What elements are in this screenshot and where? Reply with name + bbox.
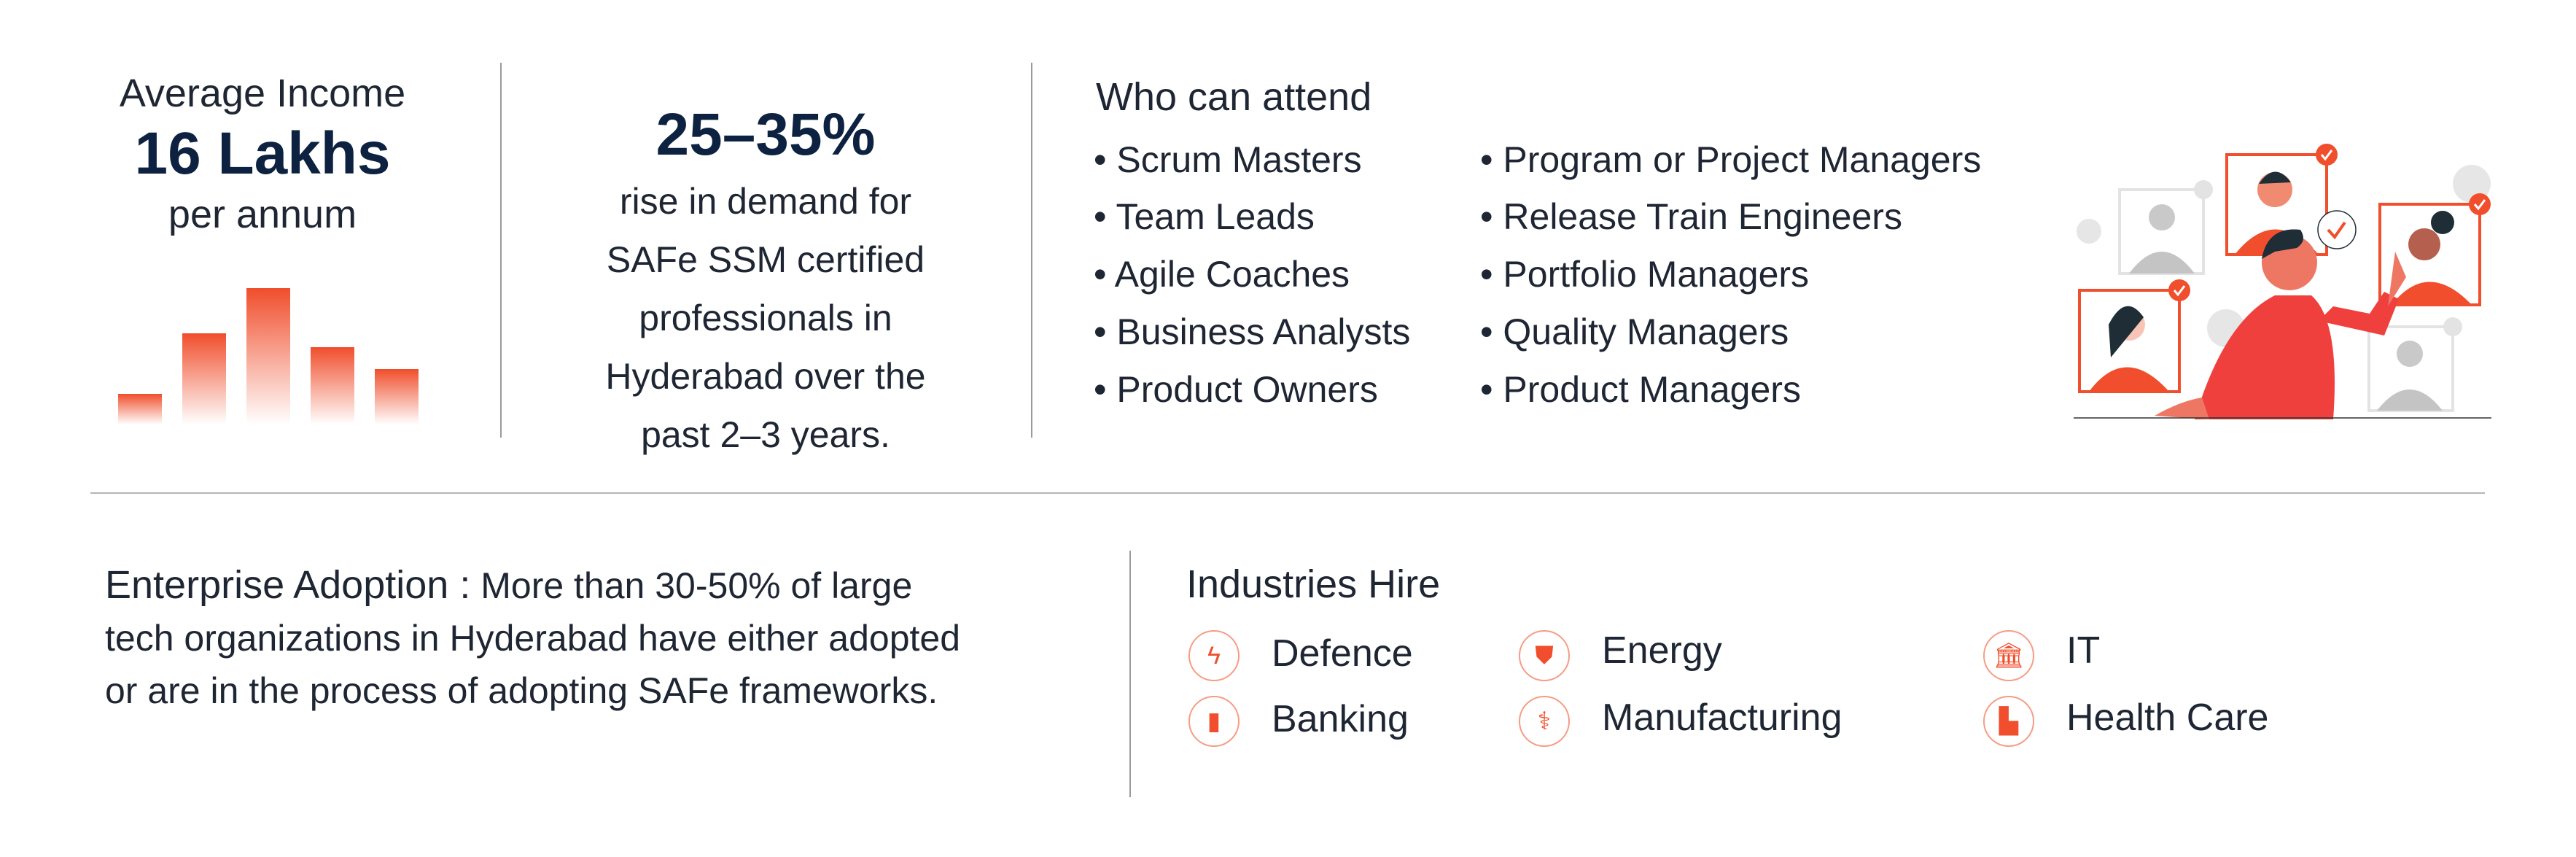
enterprise-line: or are in the process of adopting SAFe f…: [105, 670, 938, 711]
divider: [1129, 551, 1131, 797]
attend-item-label: Quality Managers: [1503, 311, 1789, 352]
attend-item: • Scrum Masters: [1094, 139, 1362, 180]
building-icon: 🏛: [1983, 630, 2034, 681]
industry-it: IT: [2066, 629, 2101, 672]
checkmark-bubble-icon: [2317, 210, 2357, 249]
demand-line: Hyderabad over the: [605, 356, 926, 397]
industry-health-care: Health Care: [2066, 697, 2269, 739]
attend-item-label: Product Owners: [1116, 369, 1378, 410]
factory-icon: ▙: [1983, 696, 2034, 747]
demand-text: rise in demand for SAFe SSM certified pr…: [540, 172, 992, 464]
selected-profile-card: [2078, 279, 2190, 393]
demand-line: SAFe SSM certified: [606, 239, 925, 280]
attend-item-label: Product Managers: [1503, 369, 1801, 410]
demand-line: rise in demand for: [619, 181, 912, 222]
gray-profile-card: [2367, 317, 2462, 412]
lightning-icon: ϟ: [1188, 630, 1240, 681]
team-selection-illustration: [2074, 144, 2491, 419]
income-bar: [311, 347, 354, 424]
mouse-icon: ▮: [1188, 696, 1240, 747]
attend-item-label: Scrum Masters: [1116, 139, 1362, 180]
income-label: Average Income: [119, 71, 406, 115]
gray-profile-card: [2118, 180, 2213, 275]
income-bar-graphic: [109, 270, 430, 424]
attend-item: • Quality Managers: [1480, 311, 1789, 352]
enterprise-adoption: Enterprise Adoption : More than 30-50% o…: [105, 559, 1111, 717]
enterprise-label: Enterprise Adoption :: [105, 563, 471, 607]
attend-item-label: Business Analysts: [1116, 311, 1411, 352]
attend-item-label: Portfolio Managers: [1503, 254, 1810, 295]
section-divider: [90, 492, 2485, 494]
attend-item: • Product Owners: [1094, 369, 1378, 410]
demand-line: past 2–3 years.: [641, 414, 890, 455]
attend-item: • Program or Project Managers: [1480, 139, 1982, 180]
industry-banking: Banking: [1272, 698, 1409, 740]
divider: [1031, 63, 1032, 438]
income-value: 16 Lakhs: [134, 120, 391, 187]
demand-value: 25–35%: [655, 101, 876, 168]
industry-manufacturing: Manufacturing: [1602, 697, 1842, 739]
demand-line: professionals in: [639, 298, 892, 338]
attend-title: Who can attend: [1096, 75, 1372, 119]
attend-item-label: Release Train Engineers: [1503, 196, 1902, 237]
attend-item-label: Program or Project Managers: [1503, 139, 1982, 180]
income-bar: [375, 368, 419, 424]
attend-item: • Team Leads: [1094, 196, 1315, 237]
enterprise-line: tech organizations in Hyderabad have eit…: [105, 618, 961, 659]
attend-item: • Business Analysts: [1094, 311, 1411, 352]
industries-title: Industries Hire: [1186, 562, 1441, 606]
attend-item: • Release Train Engineers: [1480, 196, 1902, 237]
shield-icon: ⛊: [1519, 630, 1570, 681]
attend-item: • Agile Coaches: [1094, 254, 1350, 295]
attend-item: • Product Managers: [1480, 369, 1801, 410]
attend-item-label: Team Leads: [1116, 196, 1315, 237]
stethoscope-icon: ⚕: [1519, 696, 1570, 747]
attend-item: • Portfolio Managers: [1480, 254, 1810, 295]
divider: [500, 63, 502, 438]
income-bar: [182, 333, 226, 424]
enterprise-line: More than 30-50% of large: [480, 565, 913, 606]
industry-energy: Energy: [1602, 629, 1722, 672]
income-bar: [246, 288, 290, 424]
income-bar: [118, 393, 162, 424]
income-unit: per annum: [168, 193, 357, 236]
industry-defence: Defence: [1272, 632, 1413, 675]
presenter-figure: [2155, 229, 2406, 419]
attend-item-label: Agile Coaches: [1114, 254, 1350, 295]
